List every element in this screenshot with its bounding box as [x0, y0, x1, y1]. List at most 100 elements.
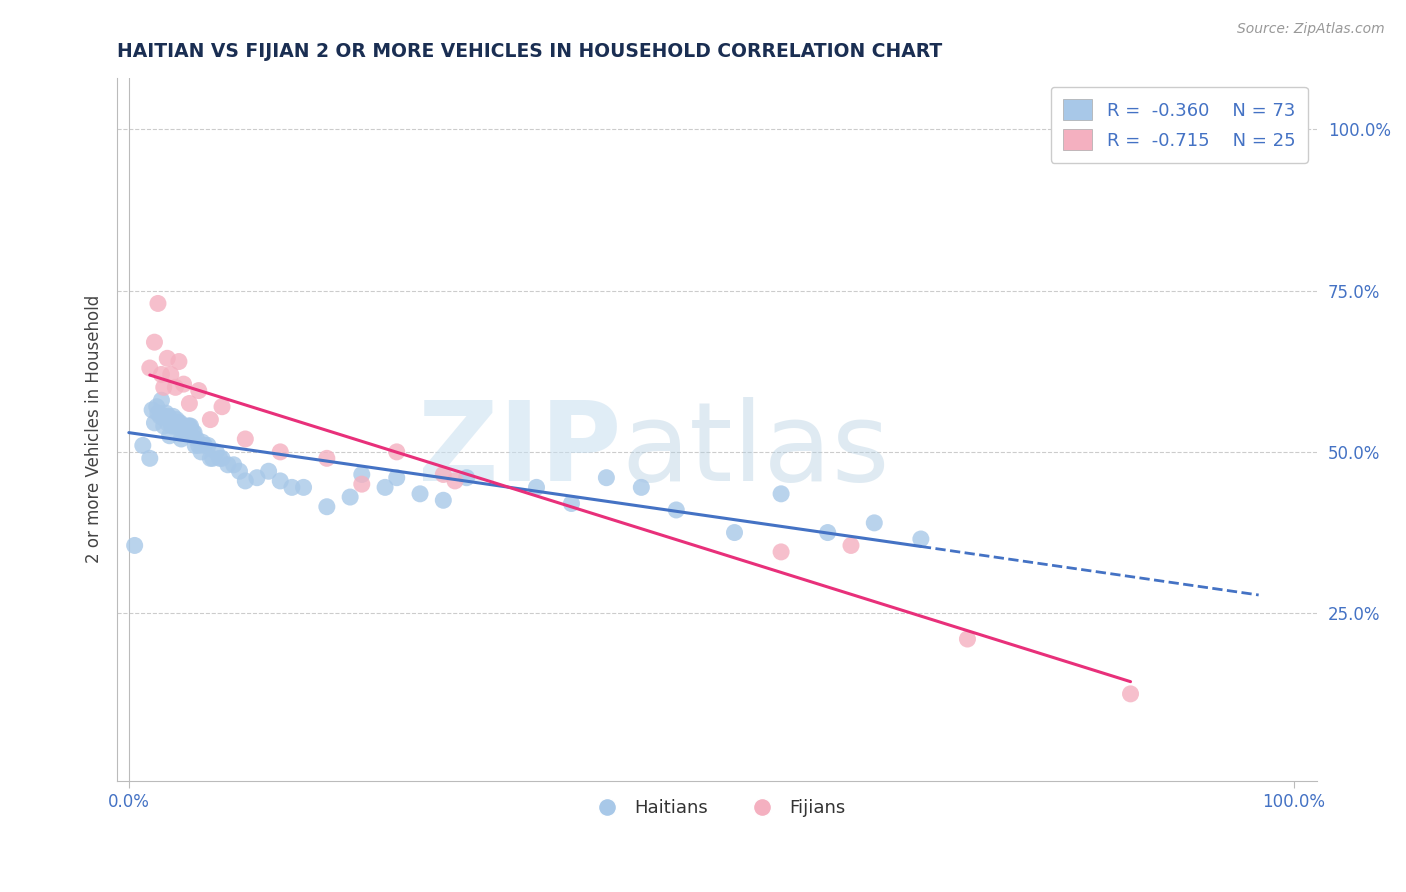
Point	[560, 496, 582, 510]
Point	[246, 471, 269, 485]
Point	[150, 393, 173, 408]
Point	[191, 435, 214, 450]
Point	[444, 474, 467, 488]
Point	[173, 425, 195, 440]
Point	[159, 368, 181, 382]
Point	[432, 467, 454, 482]
Point	[155, 406, 177, 420]
Point	[156, 351, 179, 366]
Point	[292, 480, 315, 494]
Point	[159, 429, 181, 443]
Point	[165, 380, 187, 394]
Point	[197, 438, 219, 452]
Point	[143, 416, 166, 430]
Point	[152, 380, 174, 394]
Point	[156, 416, 179, 430]
Point	[153, 409, 176, 424]
Point	[839, 538, 862, 552]
Point	[162, 409, 184, 424]
Point	[315, 500, 337, 514]
Point	[350, 467, 373, 482]
Point	[432, 493, 454, 508]
Point	[177, 419, 200, 434]
Point	[217, 458, 239, 472]
Point	[200, 412, 222, 426]
Point	[201, 451, 224, 466]
Point	[770, 545, 793, 559]
Point	[190, 445, 212, 459]
Point	[173, 377, 195, 392]
Point	[910, 532, 932, 546]
Point	[350, 477, 373, 491]
Point	[146, 296, 169, 310]
Point	[222, 458, 245, 472]
Point	[187, 384, 209, 398]
Point	[456, 471, 478, 485]
Point	[385, 445, 408, 459]
Point	[150, 368, 173, 382]
Point	[233, 474, 256, 488]
Text: atlas: atlas	[621, 397, 890, 504]
Point	[139, 361, 162, 376]
Point	[139, 451, 162, 466]
Text: HAITIAN VS FIJIAN 2 OR MORE VEHICLES IN HOUSEHOLD CORRELATION CHART: HAITIAN VS FIJIAN 2 OR MORE VEHICLES IN …	[117, 42, 942, 61]
Point	[211, 451, 233, 466]
Point	[770, 487, 793, 501]
Point	[166, 416, 188, 430]
Text: ZIP: ZIP	[418, 397, 621, 504]
Point	[200, 451, 222, 466]
Point	[233, 432, 256, 446]
Point	[863, 516, 886, 530]
Y-axis label: 2 or more Vehicles in Household: 2 or more Vehicles in Household	[86, 295, 103, 564]
Point	[817, 525, 839, 540]
Point	[181, 425, 204, 440]
Point	[269, 445, 291, 459]
Point	[193, 438, 215, 452]
Point	[183, 425, 205, 440]
Point	[132, 438, 155, 452]
Point	[205, 445, 228, 459]
Point	[149, 409, 172, 424]
Point	[146, 400, 169, 414]
Point	[187, 438, 209, 452]
Point	[124, 538, 146, 552]
Point	[141, 403, 163, 417]
Point	[374, 480, 396, 494]
Text: Source: ZipAtlas.com: Source: ZipAtlas.com	[1237, 22, 1385, 37]
Point	[173, 425, 195, 440]
Point	[167, 354, 190, 368]
Point	[211, 400, 233, 414]
Point	[179, 396, 201, 410]
Point	[167, 416, 190, 430]
Legend: Haitians, Fijians: Haitians, Fijians	[582, 792, 852, 825]
Point	[385, 471, 408, 485]
Point	[630, 480, 652, 494]
Point	[409, 487, 432, 501]
Point	[152, 419, 174, 434]
Point	[665, 503, 688, 517]
Point	[281, 480, 304, 494]
Point	[595, 471, 617, 485]
Point	[723, 525, 745, 540]
Point	[1119, 687, 1142, 701]
Point	[157, 409, 180, 424]
Point	[172, 419, 194, 434]
Point	[956, 632, 979, 646]
Point	[170, 432, 193, 446]
Point	[160, 419, 183, 434]
Point	[165, 416, 187, 430]
Point	[146, 406, 169, 420]
Point	[176, 425, 198, 440]
Point	[526, 480, 548, 494]
Point	[184, 438, 207, 452]
Point	[208, 451, 231, 466]
Point	[180, 419, 202, 434]
Point	[257, 464, 280, 478]
Point	[339, 490, 361, 504]
Point	[179, 419, 201, 434]
Point	[169, 416, 191, 430]
Point	[186, 432, 208, 446]
Point	[159, 416, 181, 430]
Point	[143, 335, 166, 350]
Point	[228, 464, 250, 478]
